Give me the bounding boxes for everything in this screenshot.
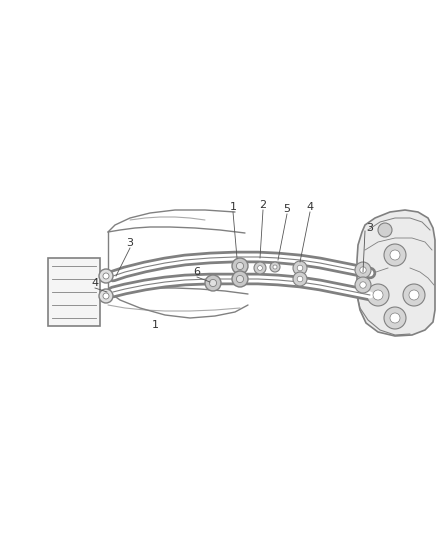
Circle shape	[209, 279, 217, 287]
Circle shape	[297, 265, 303, 271]
Circle shape	[384, 307, 406, 329]
Text: 5: 5	[283, 204, 290, 214]
Circle shape	[254, 262, 266, 274]
Circle shape	[99, 289, 113, 303]
Circle shape	[360, 267, 366, 273]
Circle shape	[355, 262, 371, 278]
Circle shape	[367, 284, 389, 306]
Circle shape	[103, 293, 109, 299]
Circle shape	[293, 272, 307, 286]
Circle shape	[103, 273, 109, 279]
Circle shape	[409, 290, 419, 300]
Circle shape	[232, 271, 248, 287]
Circle shape	[273, 265, 277, 269]
Circle shape	[293, 261, 307, 275]
Circle shape	[360, 282, 366, 288]
Text: 2: 2	[259, 200, 267, 210]
Circle shape	[237, 276, 244, 282]
Circle shape	[403, 284, 425, 306]
Circle shape	[355, 277, 371, 293]
Text: 3: 3	[127, 238, 134, 248]
Circle shape	[297, 276, 303, 282]
Text: 3: 3	[367, 223, 374, 233]
Text: 6: 6	[194, 267, 201, 277]
Circle shape	[384, 244, 406, 266]
Circle shape	[237, 262, 244, 270]
Circle shape	[258, 265, 262, 270]
Polygon shape	[357, 210, 435, 336]
Bar	[48, 258, 100, 326]
Text: 1: 1	[152, 320, 159, 330]
Text: 1: 1	[230, 202, 237, 212]
Circle shape	[373, 290, 383, 300]
Circle shape	[270, 262, 280, 272]
Text: 4: 4	[92, 278, 99, 288]
Circle shape	[232, 258, 248, 274]
Circle shape	[390, 313, 400, 323]
Circle shape	[99, 269, 113, 283]
Circle shape	[205, 275, 221, 291]
Text: 4: 4	[307, 202, 314, 212]
Circle shape	[378, 223, 392, 237]
Circle shape	[390, 250, 400, 260]
